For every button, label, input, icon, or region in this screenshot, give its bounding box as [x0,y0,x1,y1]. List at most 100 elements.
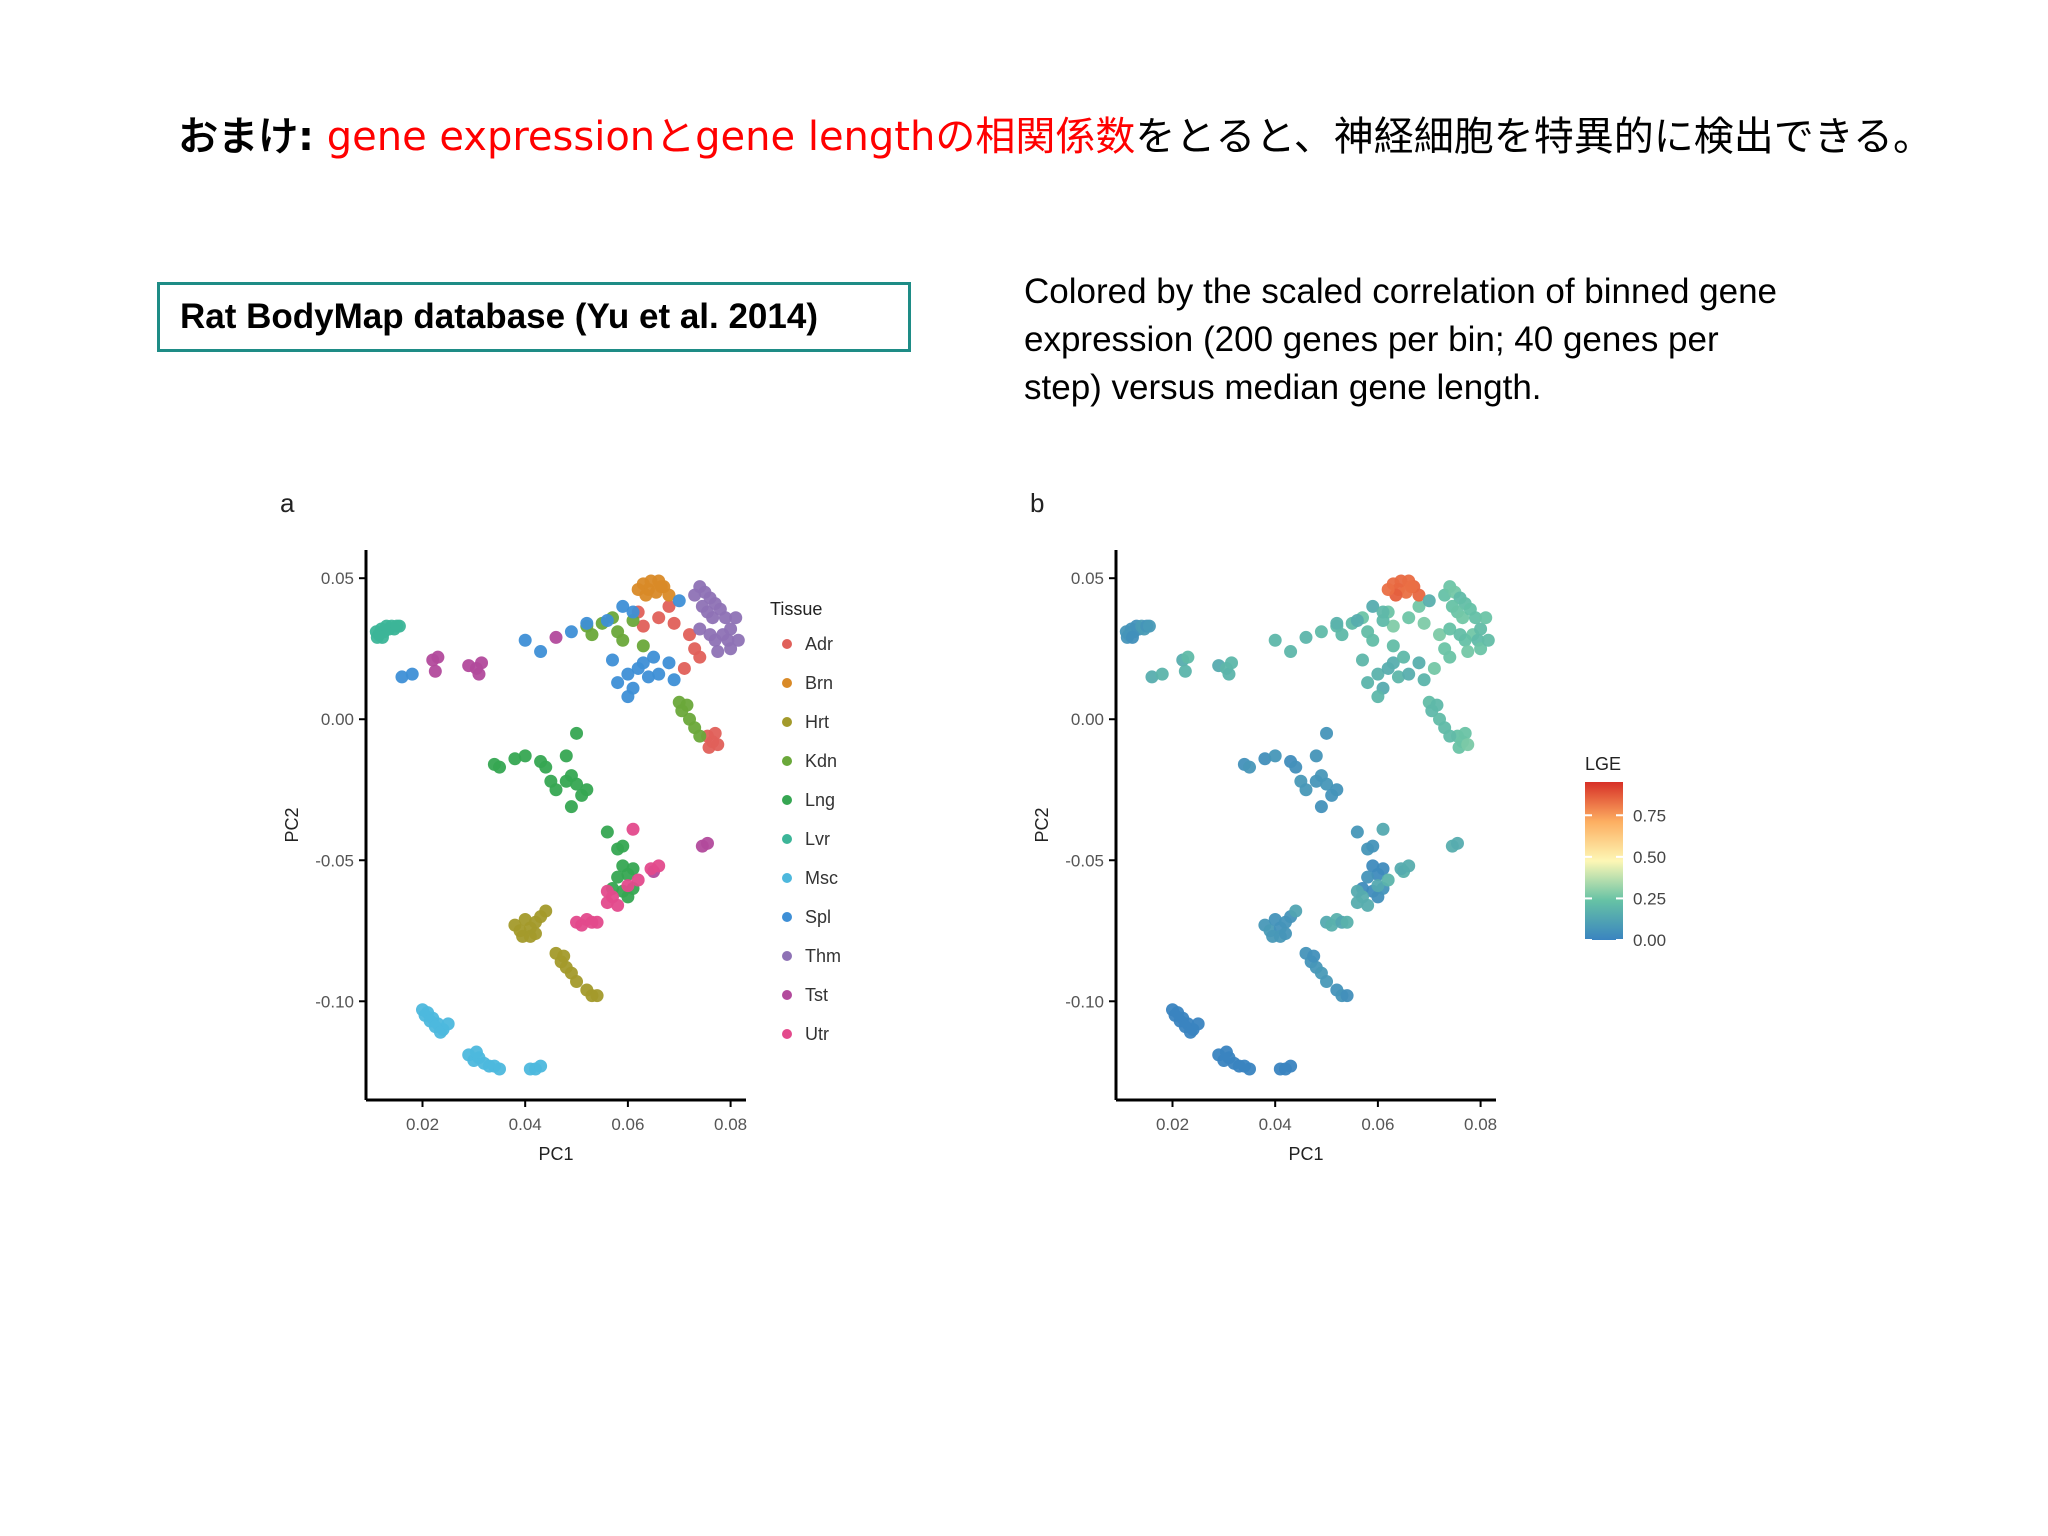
point-tst [431,650,445,664]
slide-title: おまけ: gene expressionとgene lengthの相関係数をとる… [178,104,1933,162]
point-brn [631,582,645,596]
point [1376,605,1390,619]
legend-marker-lvr [782,834,792,844]
legend-marker-adr [782,639,792,649]
point [1350,884,1364,898]
point [1366,839,1380,853]
point-lng [611,870,625,884]
y-tick-label: -0.10 [315,992,354,1011]
point [1479,611,1493,625]
point-brn [662,588,676,602]
point [1320,777,1334,791]
point [1450,836,1464,850]
point [1225,656,1239,670]
point-lng [570,777,584,791]
point [1453,628,1467,642]
point-adr [708,726,722,740]
point-lng [600,825,614,839]
point [1438,642,1452,656]
point-kdn [636,639,650,653]
point-brn [654,580,668,594]
point-spl [395,670,409,684]
point [1350,614,1364,628]
point [1386,639,1400,653]
point [1361,870,1375,884]
point-tst [475,656,489,670]
point-lvr [375,630,389,644]
point-tst [428,664,442,678]
point-kdn [616,633,630,647]
point-hrt [539,904,553,918]
x-tick-label: 0.02 [1156,1115,1189,1134]
point [1258,752,1272,766]
source-box: Rat BodyMap database (Yu et al. 2014) [157,282,911,352]
point [1219,1045,1233,1059]
point-msc [493,1062,507,1076]
point [1278,927,1292,941]
point-hrt [557,949,571,963]
point [1299,630,1313,644]
point [1307,949,1321,963]
y-tick-label: -0.05 [1065,851,1104,870]
legend-label-msc: Msc [805,868,838,888]
point [1366,633,1380,647]
point-thm [718,611,732,625]
point [1320,726,1334,740]
point [1330,783,1344,797]
point-msc [469,1045,483,1059]
point-utr [626,822,640,836]
colorbar [1585,782,1623,940]
scatter-chart-b: b 0.02 0.04 0.06 0.08 0.05 0.00 -0.05 -0.10 PC1 PC… [1030,488,1666,1164]
point [1417,616,1431,630]
point-adr [688,642,702,656]
point [1222,667,1236,681]
point-thm [724,642,738,656]
point [1268,749,1282,763]
point [1417,673,1431,687]
point-msc [534,1059,548,1073]
point-utr [600,884,614,898]
point [1340,915,1354,929]
point-spl [621,690,635,704]
legend-label-kdn: Kdn [805,751,837,771]
point [1443,622,1457,636]
point [1299,783,1313,797]
legend-label-lvr: Lvr [805,829,830,849]
point-lng [616,839,630,853]
point-lng [626,862,640,876]
point [1284,645,1298,659]
point-hrt [590,989,604,1003]
x-tick-label: 0.04 [1259,1115,1292,1134]
point-hrt [570,975,584,989]
point [1371,667,1385,681]
point [1178,664,1192,678]
point [1433,628,1447,642]
point-thm [724,622,738,636]
point [1474,622,1488,636]
point-spl [405,667,419,681]
point-lvr [392,619,406,633]
point [1330,616,1344,630]
point-kdn [585,628,599,642]
point [1381,582,1395,596]
point-lng [559,774,573,788]
panel-label: b [1030,488,1044,518]
x-tick-label: 0.08 [714,1115,747,1134]
legend-marker-spl [782,912,792,922]
point [1289,904,1303,918]
colorbar-title: LGE [1585,754,1621,774]
point [1371,690,1385,704]
y-axis-label: PC2 [1032,807,1052,842]
point-spl [564,625,578,639]
legend-marker-lng [782,795,792,805]
point-utr [631,873,645,887]
y-tick-label: 0.00 [321,710,354,729]
point [1309,774,1323,788]
legend-label-spl: Spl [805,907,831,927]
legend-marker-tst [782,990,792,1000]
point [1468,611,1482,625]
point-adr [677,661,691,675]
point [1376,862,1390,876]
point-thm [731,633,745,647]
legend-label-hrt: Hrt [805,712,829,732]
